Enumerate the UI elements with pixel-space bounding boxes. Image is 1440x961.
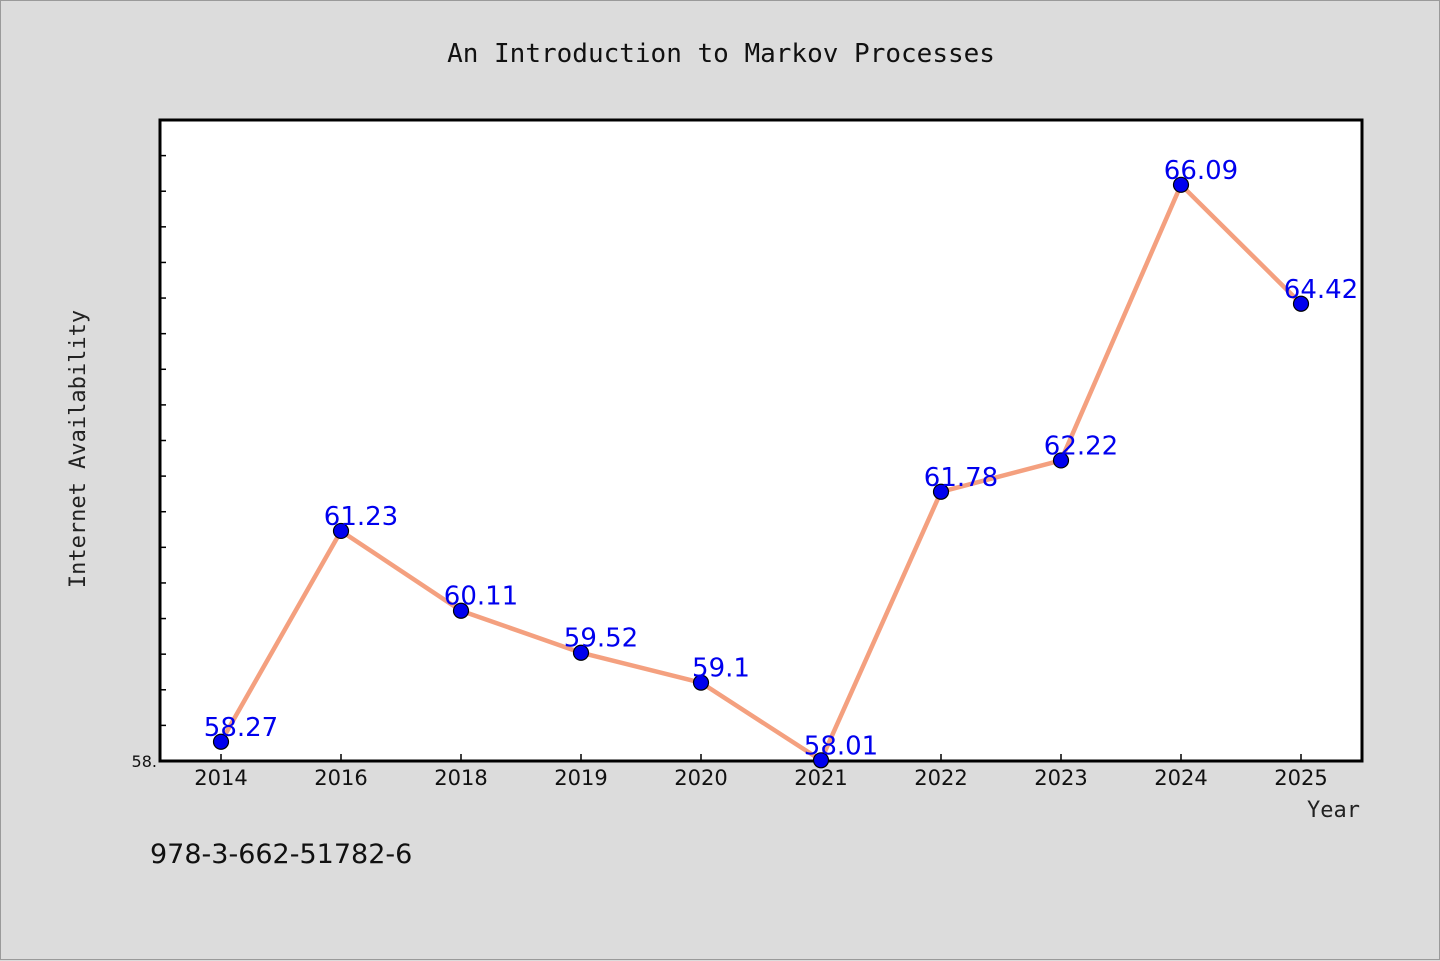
data-point: [332, 522, 350, 540]
data-markers: [212, 176, 1310, 769]
data-point: [452, 602, 470, 619]
x-tick-label: 2019: [554, 766, 607, 790]
data-labels: 58.27 61.23 60.11 59.52 59.1 58.01 61.78 62.22 6…: [204, 156, 1358, 761]
x-ticks: 2014 2016 2018 2019 2020 2021 2022 2023 2024 2025: [194, 754, 1328, 790]
x-tick-label: 2016: [314, 766, 367, 790]
data-point: [1292, 295, 1310, 312]
data-point: [1172, 176, 1190, 193]
x-tick-label: 2025: [1274, 766, 1327, 790]
data-label: 58.27: [204, 713, 278, 743]
y-minor-ticks: [160, 154, 166, 727]
series-line-group: [218, 182, 1304, 763]
series-line: [218, 182, 1304, 763]
data-label: 61.78: [924, 463, 998, 493]
data-point: [812, 752, 830, 769]
data-label: 60.11: [444, 582, 518, 612]
x-tick-label: 2021: [794, 766, 847, 790]
x-tick-label: 2022: [914, 766, 967, 790]
x-tick-label: 2020: [674, 766, 727, 790]
y-axis-label: Internet Availability: [66, 310, 91, 588]
data-point: [212, 733, 230, 750]
x-tick-label: 2023: [1034, 766, 1087, 790]
data-label: 58.01: [804, 731, 878, 761]
data-point: [932, 483, 950, 500]
data-label: 64.42: [1284, 275, 1358, 305]
x-tick-label: 2018: [434, 766, 487, 790]
x-axis-label: Year: [1307, 798, 1360, 823]
data-point: [1052, 452, 1070, 469]
chart-title: An Introduction to Markov Processes: [447, 39, 995, 69]
data-label: 62.22: [1044, 431, 1118, 461]
isbn-footer: 978-3-662-51782-6: [150, 839, 412, 870]
data-label: 59.52: [564, 624, 638, 654]
data-label: 61.23: [324, 502, 398, 532]
y-tick-label: 58.: [132, 752, 157, 771]
x-tick-label: 2014: [194, 766, 247, 790]
x-tick-label: 2024: [1154, 766, 1207, 790]
data-label: 59.1: [692, 654, 750, 684]
data-point: [572, 644, 590, 661]
data-point: [692, 674, 710, 691]
data-label: 66.09: [1164, 156, 1238, 186]
plot-area: [158, 118, 1364, 763]
